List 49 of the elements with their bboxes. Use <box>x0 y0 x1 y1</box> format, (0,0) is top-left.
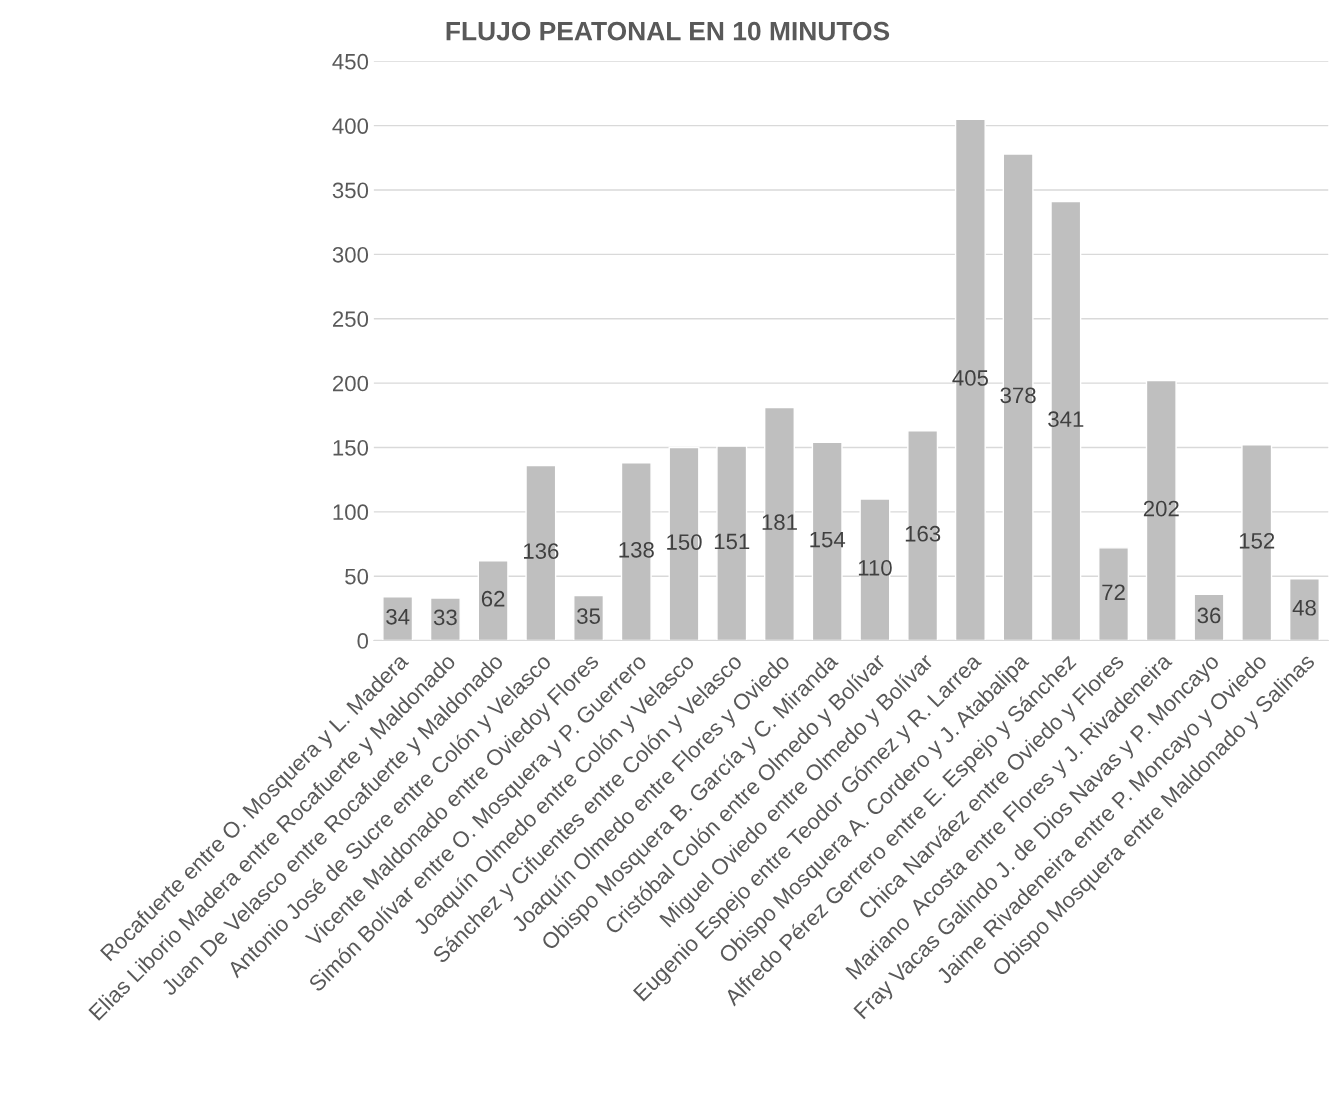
y-tick-label: 50 <box>345 568 369 585</box>
bar <box>1288 578 1320 641</box>
data-label: 341 <box>1048 411 1084 428</box>
data-label: 163 <box>905 525 941 542</box>
data-label: 202 <box>1143 500 1179 517</box>
bar <box>620 462 652 641</box>
data-label: 33 <box>433 609 457 626</box>
bar <box>763 406 795 641</box>
data-label: 154 <box>810 531 846 548</box>
y-tick-label: 100 <box>333 504 369 521</box>
bar <box>1241 444 1273 641</box>
bar <box>716 445 748 641</box>
bar <box>525 464 557 641</box>
bar <box>1002 153 1034 641</box>
data-label: 34 <box>386 608 410 625</box>
data-label: 138 <box>619 541 654 558</box>
data-label: 181 <box>762 514 797 531</box>
data-label: 72 <box>1102 584 1125 600</box>
bar <box>859 498 891 641</box>
bar <box>811 441 843 641</box>
bar <box>907 430 939 641</box>
data-label: 136 <box>524 543 559 559</box>
bar <box>429 597 461 641</box>
data-label: 62 <box>481 590 505 607</box>
chart-title: FLUJO PEATONAL EN 10 MINUTOS <box>446 21 890 41</box>
y-tick-label: 250 <box>332 311 369 327</box>
bar <box>668 446 700 641</box>
data-label: 48 <box>1292 599 1316 616</box>
bar <box>1145 379 1177 641</box>
bar <box>477 560 509 641</box>
data-label: 152 <box>1239 532 1275 549</box>
y-tick-label: 0 <box>357 633 369 649</box>
y-tick-label: 400 <box>332 118 369 134</box>
bar <box>382 596 414 641</box>
data-label: 405 <box>952 370 988 386</box>
data-label: 150 <box>667 534 702 550</box>
data-label: 35 <box>577 608 600 624</box>
data-label: 151 <box>714 533 750 550</box>
bar <box>954 118 986 641</box>
bar <box>1050 200 1082 641</box>
bar <box>1098 547 1130 641</box>
y-tick-label: 300 <box>332 246 369 263</box>
y-tick-label: 350 <box>332 182 369 199</box>
data-label: 378 <box>1000 387 1036 404</box>
y-tick-label: 200 <box>332 375 369 392</box>
y-tick-label: 450 <box>332 53 369 70</box>
data-label: 36 <box>1197 607 1221 624</box>
data-label: 110 <box>858 559 892 576</box>
y-tick-label: 150 <box>333 439 369 456</box>
